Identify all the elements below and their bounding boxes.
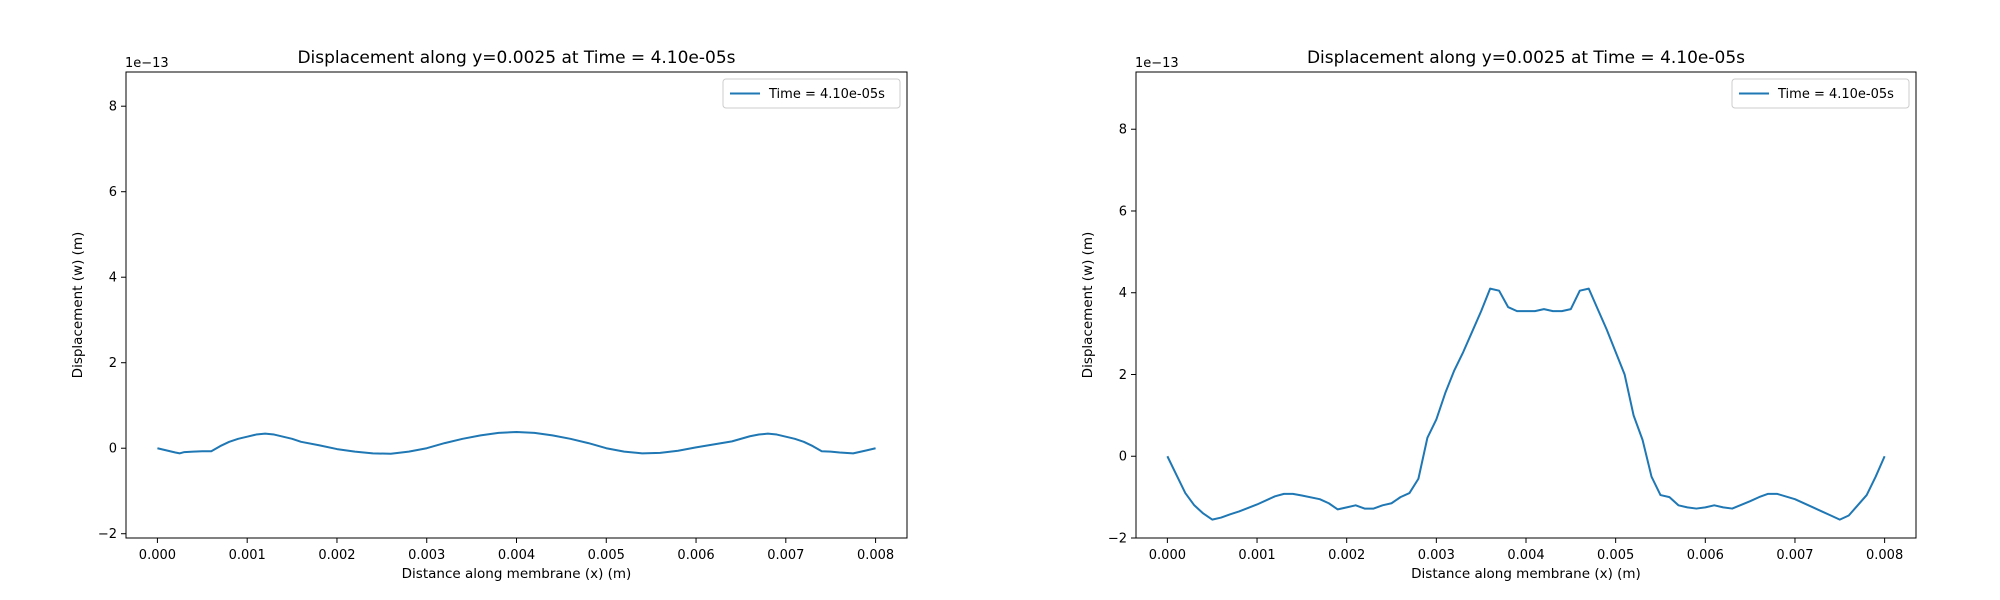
chart-title: Displacement along y=0.0025 at Time = 4.… bbox=[297, 48, 735, 68]
y-tick-label: 2 bbox=[109, 356, 117, 371]
y-tick-label: 0 bbox=[109, 442, 117, 457]
legend: Time = 4.10e-05s bbox=[722, 78, 901, 109]
x-tick-label: 0.005 bbox=[588, 548, 625, 563]
y-axis-label: Displacement (w) (m) bbox=[1080, 232, 1096, 379]
y-tick-label: −2 bbox=[98, 527, 117, 542]
x-tick-label: 0.002 bbox=[318, 548, 355, 563]
x-tick-label: 0.005 bbox=[1597, 548, 1634, 563]
legend-box bbox=[1731, 78, 1910, 109]
legend: Time = 4.10e-05s bbox=[1731, 78, 1910, 109]
x-tick-label: 0.006 bbox=[677, 548, 714, 563]
x-tick-label: 0.006 bbox=[1687, 548, 1724, 563]
legend-entry: Time = 4.10e-05s bbox=[768, 87, 885, 102]
y-tick-label: 6 bbox=[1119, 204, 1127, 219]
axes-frame bbox=[125, 71, 908, 539]
x-tick-label: 0.001 bbox=[1238, 548, 1275, 563]
x-tick-label: 0.002 bbox=[1328, 548, 1365, 563]
x-tick-label: 0.000 bbox=[139, 548, 176, 563]
legend-entry: Time = 4.10e-05s bbox=[1777, 87, 1894, 102]
y-tick-label: 0 bbox=[1119, 450, 1127, 465]
x-tick-label: 0.008 bbox=[857, 548, 894, 563]
chart-title: Displacement along y=0.0025 at Time = 4.… bbox=[1307, 48, 1745, 68]
y-tick-label: 6 bbox=[109, 185, 117, 200]
legend-box bbox=[722, 78, 901, 109]
x-axis-label: Distance along membrane (x) (m) bbox=[402, 566, 632, 582]
x-tick-label: 0.003 bbox=[408, 548, 445, 563]
chart-left: Displacement along y=0.0025 at Time = 4.… bbox=[70, 48, 908, 582]
x-tick-label: 0.008 bbox=[1866, 548, 1903, 563]
y-tick-label: 4 bbox=[1119, 286, 1127, 301]
x-tick-label: 0.007 bbox=[767, 548, 804, 563]
x-tick-label: 0.000 bbox=[1149, 548, 1186, 563]
y-scale-label: 1e−13 bbox=[125, 56, 169, 71]
x-tick-label: 0.004 bbox=[498, 548, 535, 563]
x-tick-label: 0.007 bbox=[1776, 548, 1813, 563]
chart-right: Displacement along y=0.0025 at Time = 4.… bbox=[1080, 48, 1917, 582]
x-tick-label: 0.003 bbox=[1418, 548, 1455, 563]
axes-frame bbox=[1135, 71, 1917, 539]
y-tick-label: 4 bbox=[109, 271, 117, 286]
y-axis-label: Displacement (w) (m) bbox=[70, 232, 86, 379]
y-tick-label: −2 bbox=[1108, 532, 1127, 547]
y-tick-label: 2 bbox=[1119, 368, 1127, 383]
series-line bbox=[157, 430, 876, 455]
x-tick-label: 0.004 bbox=[1507, 548, 1544, 563]
y-tick-label: 8 bbox=[1119, 123, 1127, 138]
x-axis-label: Distance along membrane (x) (m) bbox=[1411, 566, 1641, 582]
y-scale-label: 1e−13 bbox=[1135, 56, 1179, 71]
y-tick-label: 8 bbox=[109, 100, 117, 115]
x-tick-label: 0.001 bbox=[229, 548, 266, 563]
series-line bbox=[1166, 287, 1886, 521]
